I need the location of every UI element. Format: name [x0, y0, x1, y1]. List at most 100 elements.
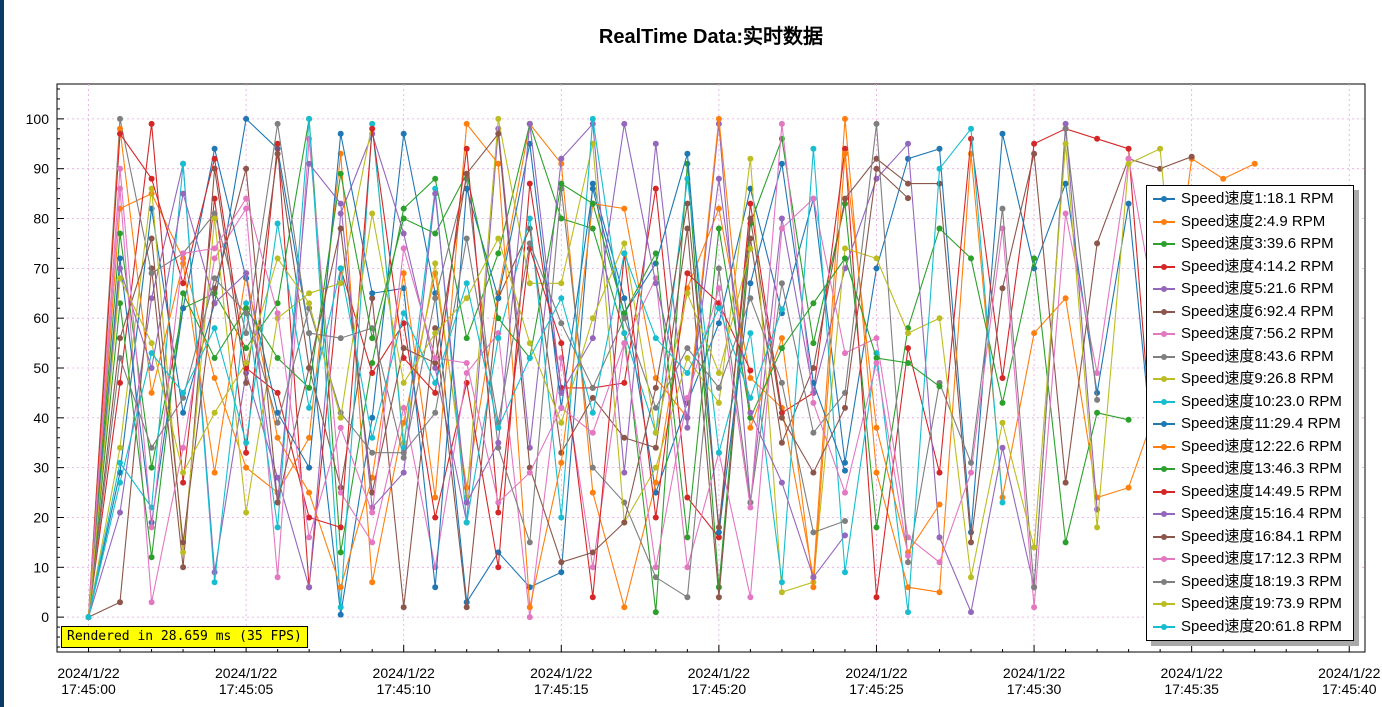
- data-point: [369, 489, 376, 496]
- data-point: [369, 414, 376, 421]
- data-point: [117, 300, 123, 307]
- data-point: [558, 389, 565, 396]
- data-point: [589, 225, 596, 232]
- legend-swatch: [1153, 286, 1175, 292]
- data-point: [117, 479, 123, 486]
- legend-item: Speed速度16:84.1 RPM: [1147, 526, 1353, 549]
- data-point: [715, 205, 722, 212]
- data-point: [211, 215, 218, 222]
- data-point: [905, 360, 911, 366]
- x-tick-time-label: 17:45:30: [1007, 681, 1062, 697]
- data-point: [715, 594, 722, 601]
- data-point: [274, 434, 281, 441]
- data-point: [968, 529, 974, 536]
- data-point: [684, 290, 691, 297]
- data-point: [306, 489, 313, 496]
- data-point: [211, 355, 218, 361]
- data-point: [211, 210, 218, 217]
- data-point: [274, 120, 281, 127]
- data-point: [243, 464, 250, 471]
- data-point: [652, 140, 659, 147]
- data-point: [369, 125, 376, 132]
- data-point: [274, 574, 281, 581]
- data-point: [715, 529, 722, 536]
- data-point: [778, 345, 785, 352]
- data-point: [558, 459, 565, 466]
- data-point: [274, 474, 281, 481]
- data-point: [684, 594, 691, 601]
- y-tick-label: 30: [33, 460, 49, 476]
- data-point: [463, 499, 470, 506]
- data-point: [211, 145, 218, 152]
- data-point: [747, 245, 754, 252]
- data-point: [715, 524, 722, 531]
- data-point: [526, 604, 533, 611]
- data-point: [400, 245, 407, 252]
- data-point: [369, 539, 376, 546]
- legend-label: Speed速度15:16.4 RPM: [1181, 505, 1342, 522]
- data-point: [1125, 155, 1132, 162]
- data-point: [684, 414, 691, 421]
- data-point: [337, 170, 344, 177]
- data-point: [1157, 145, 1164, 152]
- data-point: [968, 459, 974, 466]
- data-point: [558, 569, 565, 576]
- data-point: [1125, 200, 1132, 207]
- render-time-label: Rendered in 28.659 ms (35 FPS): [61, 626, 308, 648]
- data-point: [432, 584, 439, 591]
- data-point: [495, 250, 502, 257]
- data-point: [1094, 409, 1101, 416]
- data-point: [337, 424, 344, 431]
- data-point: [652, 444, 659, 451]
- data-point: [180, 280, 187, 287]
- data-point: [117, 265, 123, 272]
- y-tick-label: 80: [33, 211, 49, 227]
- x-tick-date-label: 2024/1/22: [373, 665, 435, 681]
- data-point: [936, 559, 943, 566]
- data-point: [684, 394, 691, 401]
- data-point: [337, 200, 344, 207]
- data-point: [936, 589, 943, 596]
- data-point: [652, 335, 659, 342]
- data-point: [589, 489, 596, 496]
- data-point: [432, 190, 439, 197]
- data-point: [400, 379, 407, 386]
- data-point: [778, 335, 785, 342]
- data-point: [1031, 140, 1038, 147]
- data-point: [621, 315, 628, 322]
- data-point: [1062, 180, 1069, 187]
- legend-label: Speed速度10:23.0 RPM: [1181, 392, 1342, 410]
- data-point: [1062, 210, 1069, 217]
- data-point: [621, 519, 628, 526]
- legend-swatch: [1153, 308, 1175, 315]
- data-point: [747, 409, 754, 416]
- data-point: [589, 185, 596, 192]
- data-point: [463, 280, 470, 287]
- data-point: [274, 220, 281, 227]
- data-point: [999, 285, 1006, 292]
- legend-label: Speed速度1:18.1 RPM: [1181, 190, 1334, 207]
- data-point: [715, 285, 722, 292]
- legend-item: Speed速度20:61.8 RPM: [1147, 616, 1353, 639]
- data-point: [652, 479, 659, 486]
- data-point: [1094, 396, 1101, 403]
- data-point: [810, 399, 817, 406]
- data-point: [621, 434, 628, 441]
- data-point: [715, 449, 722, 456]
- data-point: [747, 367, 754, 374]
- data-point: [715, 225, 722, 232]
- data-point: [117, 335, 123, 342]
- data-point: [1031, 150, 1038, 157]
- legend-swatch: [1153, 263, 1175, 270]
- data-point: [715, 384, 722, 391]
- legend-swatch: [1153, 353, 1175, 360]
- data-point: [369, 370, 376, 376]
- data-point: [842, 245, 848, 252]
- data-point: [274, 140, 281, 147]
- data-point: [495, 295, 502, 302]
- data-point: [747, 200, 754, 207]
- data-point: [274, 409, 281, 416]
- x-tick-time-label: 17:45:40: [1322, 681, 1377, 697]
- data-point: [1094, 240, 1101, 247]
- data-point: [999, 205, 1006, 212]
